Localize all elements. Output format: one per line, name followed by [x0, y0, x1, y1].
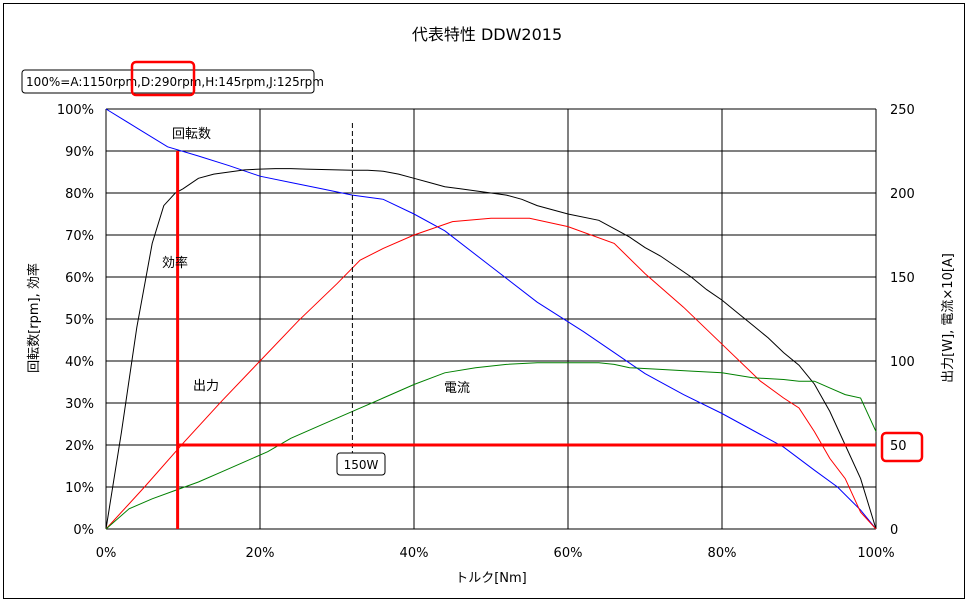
- subtitle-box: [21, 69, 315, 94]
- y-right-tick-label: 250: [890, 103, 915, 118]
- series-label-current: 電流: [444, 381, 470, 396]
- y-left-tick-label: 20%: [65, 439, 94, 454]
- y-left-tick-label: 50%: [65, 313, 94, 328]
- x-axis-label: トルク[Nm]: [455, 571, 527, 586]
- y-left-tick-label: 0%: [73, 523, 94, 538]
- tick-labels: 0% 10% 20% 30% 40% 50% 60% 70% 80% 90% 100% 0% 20% 40…: [57, 103, 915, 561]
- x-tick-label: 100%: [857, 546, 894, 561]
- y-left-tick-label: 40%: [65, 355, 94, 370]
- y-left-tick-label: 90%: [65, 145, 94, 160]
- y-right-tick-label: 0: [890, 523, 898, 538]
- y-left-tick-label: 30%: [65, 397, 94, 412]
- chart-title: 代表特性 DDW2015: [412, 25, 562, 44]
- annotation-box-150w: [336, 452, 386, 476]
- y-left-tick-label: 10%: [65, 481, 94, 496]
- y-left-tick-label: 60%: [65, 271, 94, 286]
- series-line-電流: [105, 362, 877, 530]
- x-tick-label: 20%: [246, 546, 275, 561]
- series-label-output: 出力: [193, 379, 219, 394]
- y-right-tick-label: 200: [890, 187, 915, 202]
- series-line-効率: [105, 168, 877, 530]
- highlight-box-50: [880, 431, 924, 463]
- x-tick-label: 80%: [708, 546, 737, 561]
- x-tick-label: 40%: [400, 546, 429, 561]
- y-right-tick-label: 150: [890, 271, 915, 286]
- y-axis-right-label: 出力[W], 電流×10[A]: [941, 253, 956, 383]
- series-line-回転数: [105, 108, 877, 530]
- series-label-rpm: 回転数: [172, 127, 211, 142]
- y-right-tick-label: 100: [890, 355, 915, 370]
- chart-subtitle: 100%=A:1150rpm,D:290rpm,H:145rpm,J:125rp…: [26, 75, 324, 89]
- highlight-box-d-rpm: [130, 60, 196, 97]
- series-line-出力: [105, 217, 877, 530]
- series-label-efficiency: 効率: [162, 255, 188, 271]
- y-axis-left-label: 回転数[rpm], 効率: [26, 263, 42, 373]
- annotation-label-150w: 150W: [344, 458, 379, 472]
- chart-window: [3, 3, 965, 599]
- x-tick-label: 60%: [554, 546, 583, 561]
- grid: [105, 108, 877, 530]
- x-tick-label: 0%: [96, 546, 117, 561]
- series-lines: [105, 108, 877, 530]
- y-right-tick-label: 50: [890, 439, 907, 454]
- y-left-tick-label: 70%: [65, 229, 94, 244]
- y-left-tick-label: 80%: [65, 187, 94, 202]
- y-left-tick-label: 100%: [57, 103, 94, 118]
